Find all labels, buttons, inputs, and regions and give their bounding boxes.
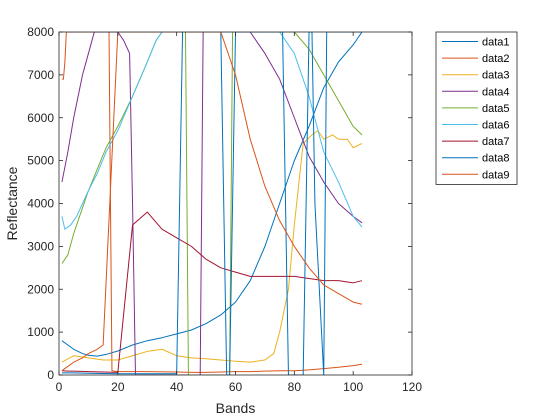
x-tick-label: 60 [229,380,243,394]
legend-label: data9 [482,169,510,181]
legend-entry-data6: data6 [442,120,510,132]
series-line-data4 [61,32,363,375]
series-layer [61,32,363,375]
legend-label: data8 [482,153,510,165]
y-tick-label: 3000 [27,239,54,253]
x-tick-label: 40 [170,380,184,394]
legend-entry-data3: data3 [442,70,510,82]
legend-label: data4 [482,86,510,98]
series-line-data8 [61,32,362,375]
legend-label: data2 [482,53,510,65]
series-line-data9 [61,32,363,372]
legend: data1 data2 data3 data4 data5 data6 data7 data8… [435,31,518,185]
ticks-layer: 0 20 40 60 80 100 120 0 1000 2000 3000 4000 5000 6000… [27,25,422,394]
x-tick-label: 0 [56,380,63,394]
legend-entry-data8: data8 [442,153,510,165]
series-line-data7 [61,211,363,373]
x-tick-label: 20 [111,380,125,394]
y-tick-label: 0 [47,368,54,382]
x-tick-label: 100 [343,380,363,394]
series-line-data3 [61,130,363,363]
legend-entry-data5: data5 [442,103,510,115]
legend-label: data3 [482,70,510,82]
series-line-data1 [61,32,363,357]
y-tick-label: 6000 [27,111,54,125]
series-line-data5 [61,32,363,375]
plot-area: 0 20 40 60 80 100 120 0 1000 2000 3000 4000 5000 6000… [27,25,422,394]
series-line-data6 [61,32,363,230]
axes-background [59,32,412,375]
x-axis-label: Bands [216,400,256,416]
legend-label: data6 [482,120,510,132]
legend-label: data5 [482,103,510,115]
x-tick-label: 80 [288,380,302,394]
y-tick-label: 7000 [27,68,54,82]
legend-label: data1 [482,37,510,49]
y-axis-label: Reflectance [4,166,20,240]
legend-entry-data9: data9 [442,169,510,181]
legend-entry-data7: data7 [442,136,510,148]
legend-entry-data1: data1 [442,37,510,49]
x-tick-label: 120 [402,380,422,394]
y-tick-label: 1000 [27,325,54,339]
y-tick-label: 4000 [27,197,54,211]
legend-entries: data1 data2 data3 data4 data5 data6 data7 data8… [442,37,510,181]
y-tick-label: 5000 [27,154,54,168]
legend-entry-data4: data4 [442,86,510,98]
y-tick-label: 2000 [27,282,54,296]
legend-label: data7 [482,136,510,148]
y-tick-label: 8000 [27,25,54,39]
legend-entry-data2: data2 [442,53,510,65]
